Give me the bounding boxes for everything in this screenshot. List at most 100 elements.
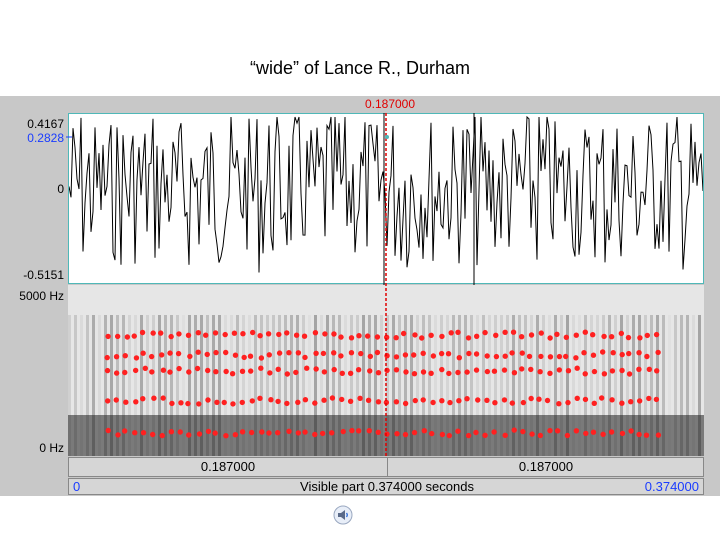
formant-point	[248, 429, 255, 436]
speaker-icon[interactable]	[333, 505, 353, 525]
formant-point	[501, 397, 508, 403]
formant-point	[265, 331, 272, 337]
spectrogram-striation	[146, 315, 149, 456]
formant-point	[501, 367, 508, 373]
formant-point	[439, 333, 445, 340]
formant-point	[591, 400, 597, 406]
formant-point	[412, 332, 418, 338]
formant-point	[644, 353, 650, 360]
formant-point	[284, 371, 291, 377]
waveform-panel[interactable]	[68, 113, 704, 284]
spectrogram-striation	[572, 315, 575, 456]
formant-point	[365, 397, 372, 403]
formant-point	[158, 352, 165, 358]
formant-point	[167, 369, 173, 375]
formant-point	[312, 330, 319, 336]
spectrogram-striation	[566, 315, 569, 456]
formant-point	[186, 369, 192, 375]
spectrogram-striation	[410, 315, 413, 456]
spectrogram-striation	[188, 315, 191, 456]
formant-point	[213, 369, 219, 375]
spectrogram-striation	[662, 315, 665, 456]
selection-left-segment[interactable]: 0.187000	[69, 458, 388, 476]
spectrogram-striation	[224, 315, 227, 456]
formant-point	[411, 429, 418, 436]
formant-point	[259, 429, 265, 435]
formant-point	[456, 398, 462, 404]
formant-point	[113, 397, 119, 403]
formant-point	[455, 369, 461, 376]
formant-point	[302, 354, 308, 361]
spectrogram-striation	[476, 315, 479, 456]
formant-point	[124, 334, 131, 340]
formant-point	[284, 400, 290, 407]
formant-point	[195, 330, 202, 336]
spectrogram-striation	[302, 315, 305, 456]
spectrogram-striation	[608, 315, 611, 456]
spectrogram-striation	[194, 315, 197, 456]
formant-point	[402, 431, 409, 438]
formant-point	[177, 429, 183, 435]
formant-point	[347, 370, 354, 376]
formant-point	[484, 353, 490, 359]
selection-time-bar[interactable]: 0.187000 0.187000	[68, 457, 704, 477]
formant-point	[619, 351, 625, 358]
formant-point	[636, 366, 642, 372]
formant-point	[482, 432, 488, 438]
formant-point	[321, 397, 327, 403]
spectrogram-striation	[530, 315, 533, 456]
formant-point	[502, 329, 508, 335]
formant-point	[562, 353, 569, 360]
formant-point	[178, 400, 184, 406]
formant-point	[275, 366, 281, 372]
formant-point	[223, 368, 229, 375]
formant-point	[646, 395, 652, 402]
spectrogram-striation	[242, 315, 245, 456]
formant-point	[590, 352, 597, 358]
formant-point	[402, 400, 409, 407]
formant-point	[148, 353, 155, 360]
formant-point	[249, 398, 256, 404]
spectrogram-panel[interactable]	[68, 285, 704, 456]
selection-right-segment[interactable]: 0.187000	[518, 459, 574, 474]
formant-point	[241, 354, 247, 361]
formant-point	[537, 369, 543, 375]
formant-point	[591, 368, 598, 375]
formant-point	[538, 353, 544, 360]
spectrogram-striation	[134, 315, 137, 456]
spectrogram-striation	[392, 315, 395, 456]
formant-point	[212, 430, 218, 436]
formant-point	[293, 332, 300, 338]
formant-point	[275, 398, 281, 405]
formant-point	[439, 366, 445, 373]
spectrogram-striation	[674, 315, 677, 456]
formant-point	[195, 349, 201, 355]
formant-point	[348, 335, 355, 341]
formant-point	[266, 352, 272, 358]
formant-point	[626, 371, 633, 377]
visible-part-bar[interactable]: Visible part 0.374000 seconds 0 0.374000	[68, 478, 704, 495]
spectrogram-striation	[632, 315, 635, 456]
spectrogram-striation	[200, 315, 203, 456]
waveform-cursor-value-label: 0.2828	[27, 131, 64, 145]
spectrogram-striation	[308, 315, 311, 456]
formant-point	[547, 354, 554, 360]
spectrogram-striation	[560, 315, 563, 456]
formant-point	[536, 396, 542, 402]
formant-point	[609, 397, 615, 403]
formant-point	[176, 365, 182, 372]
formant-point	[340, 428, 346, 435]
formant-point	[374, 349, 381, 356]
formant-point	[212, 330, 219, 336]
formant-point	[355, 367, 362, 373]
spectrogram-striation	[218, 315, 221, 456]
formant-point	[232, 352, 239, 358]
formant-point	[167, 350, 173, 356]
formant-point	[394, 431, 400, 437]
spectrogram-striation	[98, 315, 101, 456]
spectrogram-striation	[428, 315, 431, 456]
spectrogram-striation	[350, 315, 353, 456]
spectrogram-striation	[266, 315, 269, 456]
formant-point	[240, 331, 246, 337]
spectrogram-striation	[416, 315, 419, 456]
